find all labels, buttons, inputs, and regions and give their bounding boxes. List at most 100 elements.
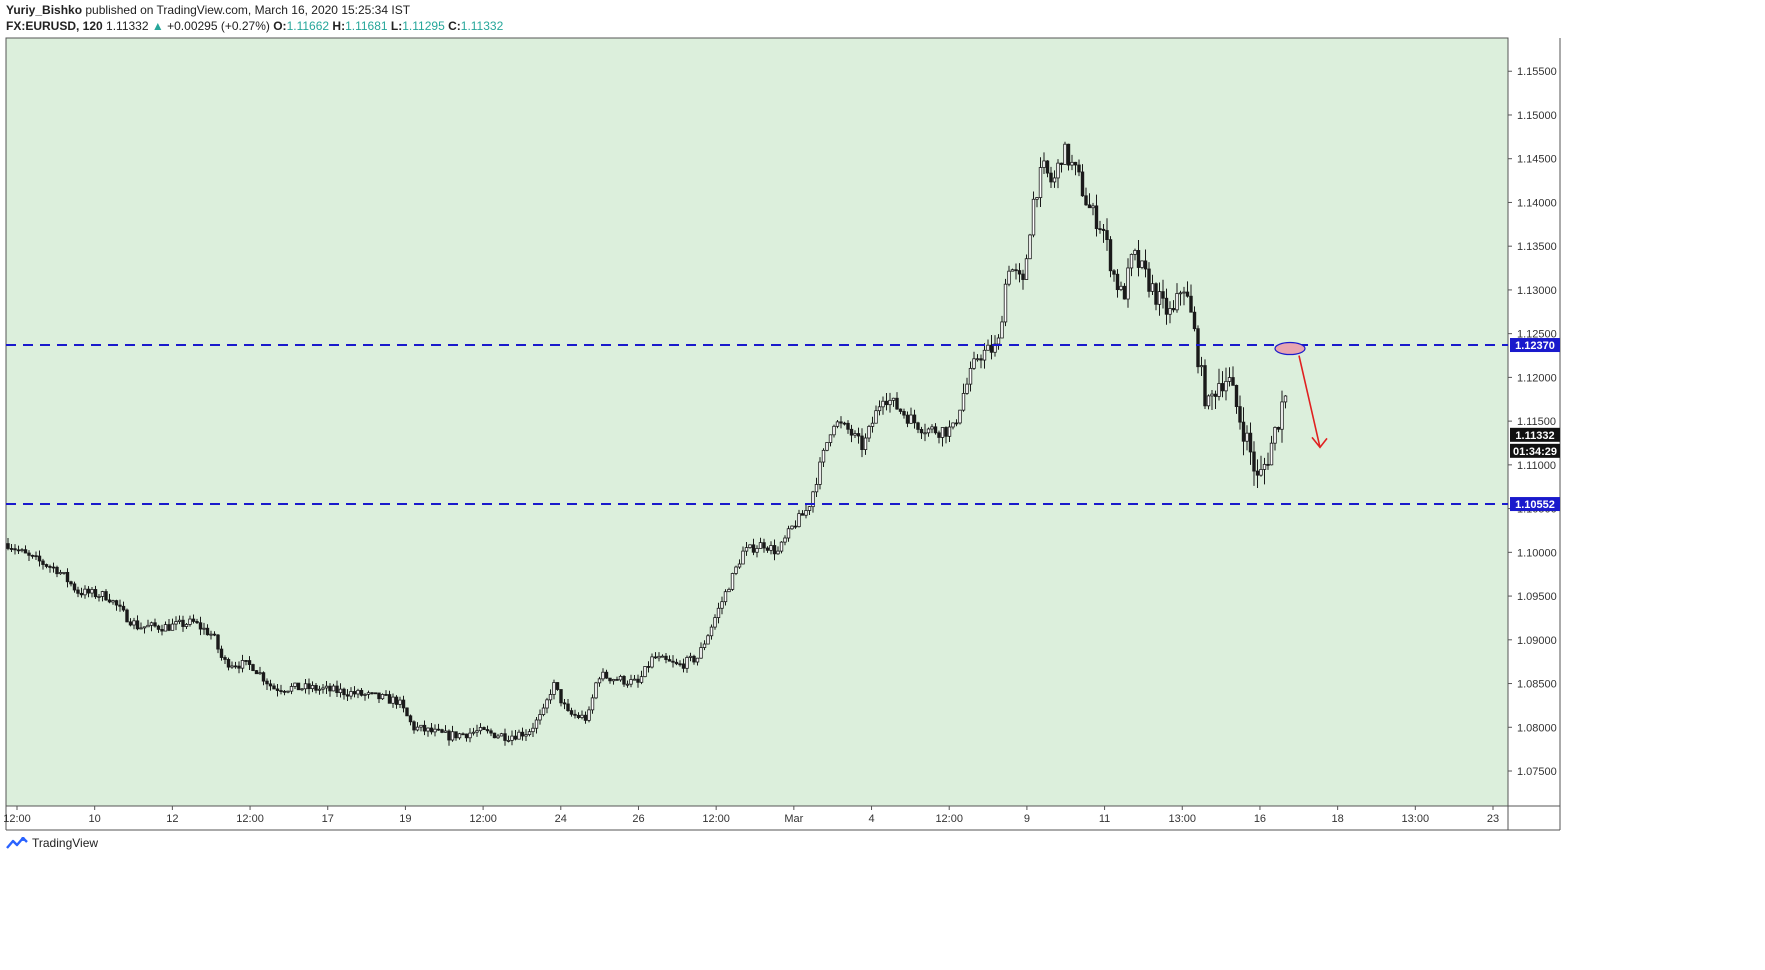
- candle-body: [545, 699, 549, 709]
- candle-body: [118, 604, 122, 607]
- candle-body: [419, 724, 423, 728]
- candle-body: [947, 426, 952, 437]
- candle-body: [772, 545, 777, 555]
- candle-body: [622, 675, 626, 685]
- candle-body: [979, 358, 983, 361]
- candle-body: [891, 397, 896, 401]
- candle-body: [958, 409, 962, 424]
- candle-body: [1266, 463, 1270, 466]
- candle-body: [944, 427, 948, 437]
- x-tick-label: 11: [1099, 813, 1110, 825]
- y-tick-label: 1.14000: [1517, 197, 1557, 209]
- candle-body: [1017, 270, 1022, 275]
- candle-body: [912, 414, 917, 424]
- candle-body: [310, 685, 315, 690]
- candle-body: [695, 657, 700, 663]
- candle-body: [968, 367, 973, 385]
- y-tick-label: 1.09500: [1517, 591, 1557, 603]
- candle-body: [244, 660, 248, 662]
- candle-body: [303, 683, 308, 690]
- x-tick-label: 12:00: [469, 813, 497, 825]
- candle-body: [202, 627, 206, 630]
- candle-body: [657, 655, 661, 659]
- candle-body: [814, 484, 819, 493]
- y-tick-label: 1.09000: [1517, 635, 1557, 647]
- candle-body: [905, 414, 910, 424]
- candle-body: [517, 731, 521, 740]
- candle-body: [1241, 421, 1246, 442]
- candle-body: [951, 422, 955, 428]
- candle-body: [20, 549, 24, 552]
- candle-body: [632, 678, 637, 681]
- candle-body: [391, 696, 395, 704]
- candle-body: [331, 685, 336, 692]
- candle-body: [653, 656, 658, 659]
- candle-body: [1122, 285, 1127, 300]
- candle-body: [13, 548, 17, 551]
- candle-body: [328, 685, 332, 692]
- candle-body: [723, 591, 728, 603]
- candle-body: [734, 566, 738, 574]
- candle-body: [100, 591, 105, 597]
- candle-body: [58, 572, 63, 575]
- countdown-label: 01:34:29: [1513, 446, 1557, 458]
- candle-body: [1108, 239, 1113, 272]
- candle-body: [503, 733, 507, 741]
- candle-body: [289, 686, 294, 692]
- candle-body: [513, 735, 518, 740]
- candle-body: [828, 434, 833, 443]
- candle-body: [790, 525, 794, 530]
- candle-body: [146, 624, 150, 628]
- candle-body: [268, 683, 273, 687]
- candle-body: [940, 427, 945, 438]
- candle-body: [650, 656, 654, 668]
- candle-body: [674, 661, 679, 665]
- candle-body: [961, 393, 966, 411]
- candle-body: [1024, 258, 1029, 280]
- author-name[interactable]: Yuriy_Bishko: [6, 3, 83, 17]
- candle-body: [611, 678, 616, 682]
- candle-body: [1175, 293, 1179, 311]
- candle-body: [825, 442, 829, 451]
- candle-body: [863, 437, 868, 450]
- candle-body: [919, 429, 924, 434]
- candle-body: [492, 732, 497, 739]
- candle-body: [1252, 451, 1256, 472]
- candle-body: [531, 727, 535, 733]
- candle-body: [356, 689, 360, 695]
- candle-body: [832, 425, 836, 436]
- x-tick-label: 17: [322, 813, 334, 825]
- candle-body: [254, 670, 259, 675]
- candle-body: [996, 337, 1001, 345]
- high-value: 1.11681: [345, 19, 388, 33]
- candle-body: [209, 633, 213, 636]
- candle-body: [972, 358, 976, 369]
- candle-body: [314, 685, 318, 691]
- candle-body: [359, 689, 364, 696]
- candle-body: [916, 422, 920, 430]
- y-tick-label: 1.11500: [1517, 416, 1556, 428]
- candle-body: [702, 643, 707, 648]
- candle-body: [884, 400, 889, 406]
- symbol-info: FX:EURUSD, 120 1.11332 ▲ +0.00295 (+0.27…: [6, 19, 503, 33]
- y-tick-label: 1.08000: [1517, 722, 1557, 734]
- last-price: 1.11332: [106, 19, 149, 33]
- candle-body: [86, 588, 91, 594]
- x-tick-label: 26: [632, 813, 644, 825]
- candle-body: [1280, 401, 1284, 430]
- candle-body: [1231, 377, 1235, 386]
- candle-body: [324, 685, 329, 689]
- candle-body: [1000, 321, 1004, 339]
- candle-body: [1168, 308, 1172, 315]
- candle-body: [744, 547, 749, 552]
- candle-body: [282, 690, 287, 693]
- candle-body: [447, 730, 451, 741]
- tradingview-brand[interactable]: TradingView: [6, 836, 98, 850]
- candle-body: [286, 690, 290, 693]
- candle-body: [664, 655, 668, 660]
- candle-body: [265, 680, 269, 685]
- candle-body: [888, 399, 892, 406]
- candle-body: [174, 621, 178, 625]
- candle-body: [128, 621, 133, 626]
